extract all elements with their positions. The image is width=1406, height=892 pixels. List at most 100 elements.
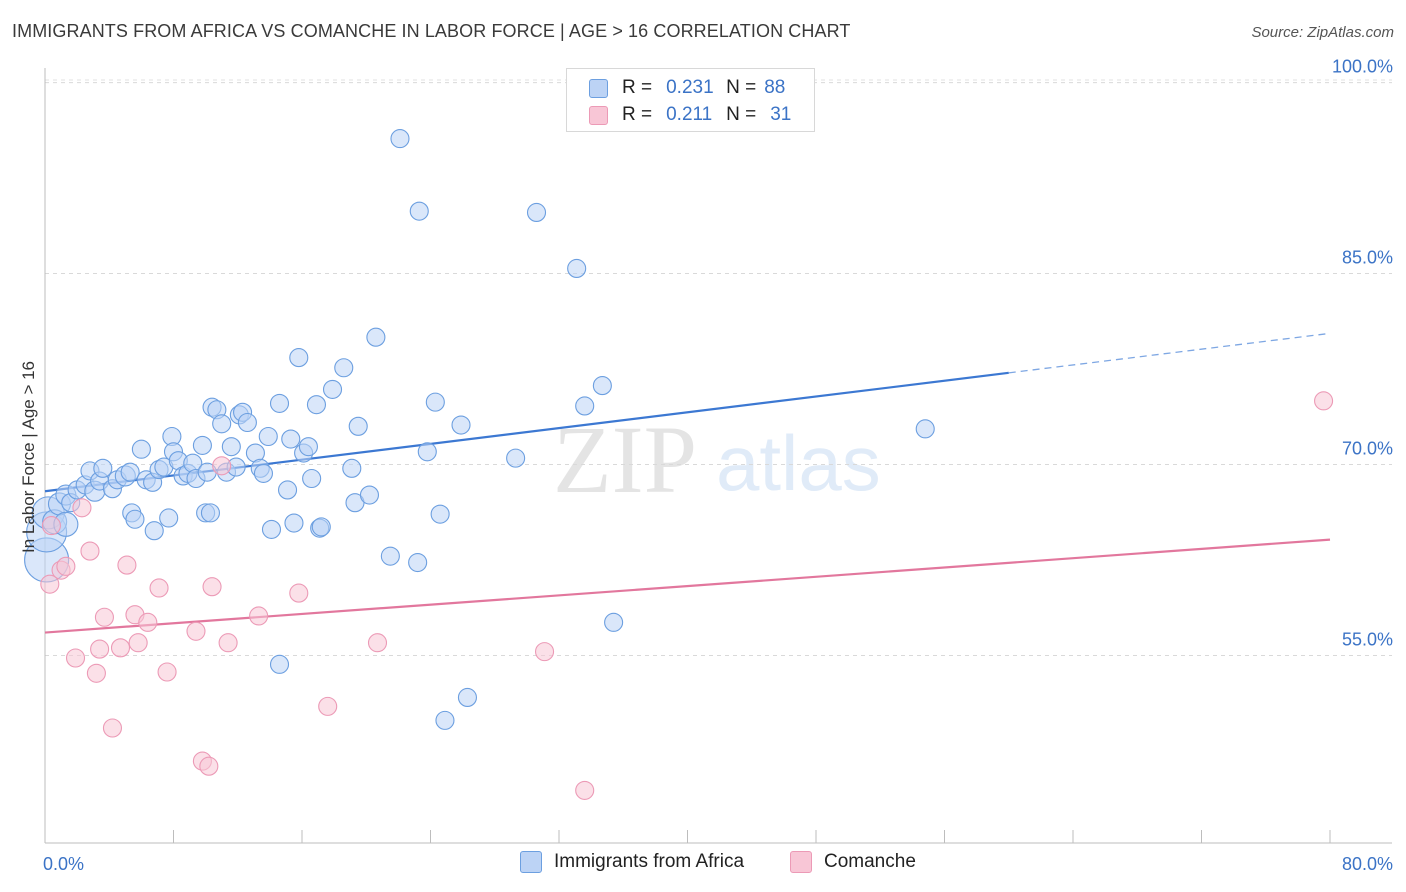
legend-r-value-africa: 0.231 (666, 77, 714, 98)
x-tick-label: 0.0% (43, 854, 84, 874)
data-point-comanche (575, 780, 595, 800)
data-point-africa (380, 546, 400, 566)
data-point-africa (435, 710, 455, 730)
legend-swatch-comanche (589, 105, 608, 125)
data-point-comanche (41, 516, 61, 536)
trend-line-africa-projection (1008, 332, 1331, 374)
data-point-comanche (80, 541, 100, 561)
data-point-africa (311, 517, 331, 537)
bottom-legend-swatch-comanche (790, 851, 812, 873)
watermark-atlas: atlas (716, 419, 881, 507)
legend-row-comanche: R = 0.211 N = 31 (567, 102, 791, 128)
legend: R = 0.231 N = 88 R = 0.211 N = 31 (566, 68, 815, 132)
data-point-comanche (199, 756, 219, 776)
data-point-comanche (94, 607, 114, 627)
legend-r-label: R = (622, 77, 653, 98)
data-point-africa (342, 458, 362, 478)
data-point-africa (457, 687, 477, 708)
data-point-africa (409, 201, 429, 221)
data-point-comanche (138, 612, 158, 632)
y-tick-label: 100.0% (1332, 57, 1393, 77)
data-point-africa (322, 379, 343, 399)
bottom-legend-label-comanche: Comanche (824, 851, 916, 872)
data-point-comanche (1314, 391, 1334, 411)
data-point-africa (526, 202, 547, 222)
legend-n-label: N = (726, 77, 757, 98)
legend-n-value-comanche: 31 (770, 104, 792, 125)
data-point-africa (366, 327, 386, 347)
chart-title: IMMIGRANTS FROM AFRICA VS COMANCHE IN LA… (12, 21, 851, 41)
data-point-comanche (367, 633, 388, 653)
data-point-africa (506, 448, 526, 468)
data-point-africa (592, 376, 612, 396)
legend-n-label: N = (726, 104, 757, 125)
legend-r-label: R = (622, 104, 653, 125)
data-point-comanche (56, 556, 76, 576)
data-point-africa (93, 458, 113, 478)
data-point-africa (269, 393, 290, 413)
data-point-comanche (534, 642, 555, 662)
data-point-africa (604, 612, 624, 632)
bottom-legend-label-africa: Immigrants from Africa (554, 851, 745, 872)
watermark: ZIP atlas (553, 406, 881, 513)
data-point-africa (212, 414, 232, 434)
data-point-africa (298, 437, 318, 457)
source-label: Source: ZipAtlas.com (1251, 24, 1394, 41)
bottom-legend-africa: Immigrants from Africa (520, 851, 744, 873)
data-point-comanche (289, 583, 309, 603)
y-tick-label: 85.0% (1342, 248, 1393, 268)
data-point-africa (144, 521, 164, 541)
data-point-africa (131, 439, 151, 459)
data-point-africa (575, 396, 595, 416)
data-point-africa (253, 463, 274, 483)
data-point-comanche (212, 456, 232, 476)
data-point-africa (221, 437, 241, 457)
data-point-africa (258, 426, 278, 447)
data-point-comanche (218, 633, 238, 653)
data-point-comanche (40, 574, 60, 594)
gridlines (45, 79, 1392, 656)
watermark-zip: ZIP (553, 406, 697, 513)
data-point-africa (334, 358, 354, 378)
data-point-africa (284, 513, 304, 533)
data-point-comanche (110, 638, 131, 658)
data-point-africa (915, 419, 935, 439)
data-point-comanche (249, 606, 269, 626)
data-point-africa (200, 503, 220, 523)
y-tick-label: 70.0% (1342, 439, 1393, 459)
data-point-africa (359, 485, 380, 505)
data-point-africa (417, 442, 437, 462)
bottom-legend-swatch-africa (520, 851, 542, 873)
data-point-africa (408, 552, 428, 573)
data-point-comanche (186, 621, 206, 641)
legend-swatch-africa (589, 78, 608, 98)
data-point-africa (425, 392, 445, 412)
axes (44, 68, 1392, 844)
axis-labels: 55.0% 70.0% 85.0% 100.0% 0.0% 80.0% In Labor F… (19, 57, 1393, 874)
data-point-comanche (149, 578, 169, 598)
data-point-comanche (157, 662, 177, 682)
data-point-africa (269, 654, 290, 674)
data-points (24, 129, 1334, 800)
legend-row-africa: R = 0.231 N = 88 (567, 75, 785, 101)
data-point-africa (125, 509, 145, 529)
data-point-africa (306, 395, 327, 415)
data-point-africa (289, 348, 309, 368)
data-point-comanche (202, 577, 222, 597)
data-point-africa (192, 435, 212, 455)
y-tick-label: 55.0% (1342, 629, 1393, 649)
data-point-comanche (117, 555, 137, 575)
trend-line-comanche (44, 538, 1331, 634)
data-point-africa (567, 258, 587, 279)
data-point-africa (302, 468, 322, 489)
data-point-africa (430, 504, 450, 524)
data-point-comanche (318, 696, 338, 716)
x-tick-label: 80.0% (1342, 854, 1393, 874)
data-point-africa (277, 480, 298, 500)
data-point-africa (348, 416, 368, 436)
data-point-africa (159, 508, 179, 528)
data-point-comanche (86, 663, 106, 683)
data-point-comanche (90, 639, 110, 659)
data-point-comanche (72, 498, 92, 518)
